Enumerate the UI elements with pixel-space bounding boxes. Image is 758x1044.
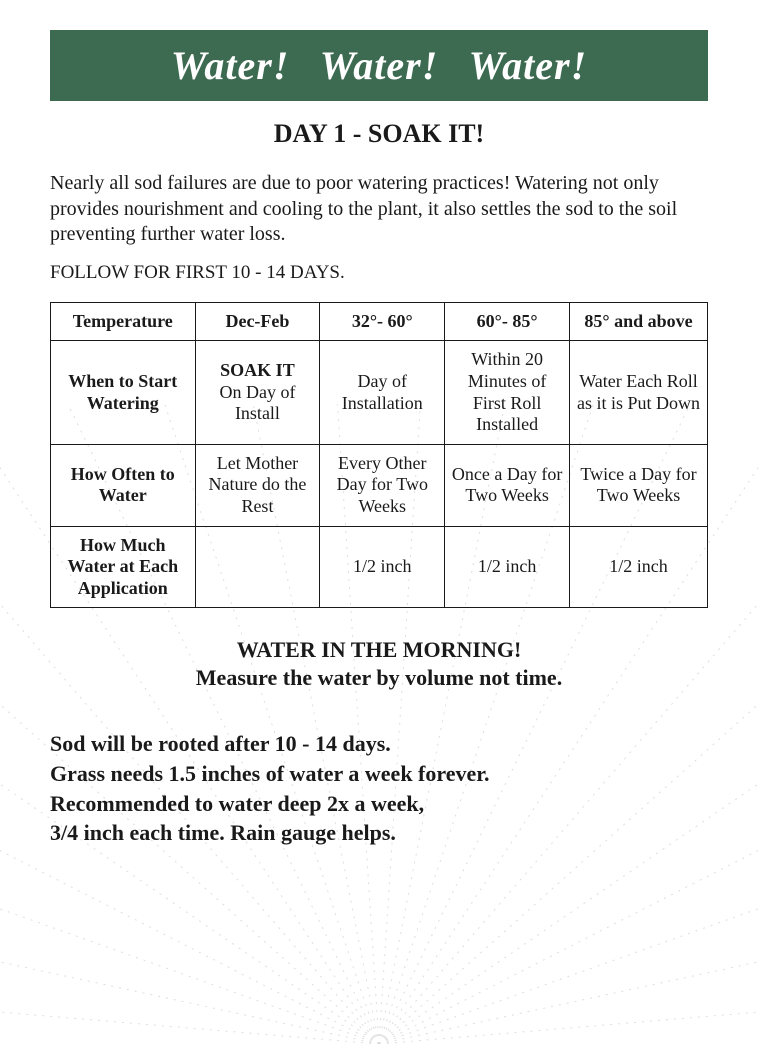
table-cell (195, 526, 320, 608)
table-row-label: How Much Water at Each Application (51, 526, 196, 608)
table-header-cell: Dec-Feb (195, 302, 320, 341)
table-cell: SOAK ITOn Day of Install (195, 341, 320, 444)
table-cell: 1/2 inch (570, 526, 708, 608)
table-cell: 1/2 inch (320, 526, 445, 608)
callout-line-2: Measure the water by volume not time. (50, 664, 708, 692)
callout-block: WATER IN THE MORNING! Measure the water … (50, 636, 708, 691)
table-cell: 1/2 inch (445, 526, 570, 608)
final-line: Grass needs 1.5 inches of water a week f… (50, 759, 708, 789)
watering-schedule-table: TemperatureDec-Feb32°- 60°60°- 85°85° an… (50, 302, 708, 609)
follow-line: FOLLOW FOR FIRST 10 - 14 DAYS. (50, 262, 708, 284)
final-line: 3/4 inch each time. Rain gauge helps. (50, 818, 708, 848)
table-cell: Every Other Day for Two Weeks (320, 444, 445, 526)
table-row-label: How Often to Water (51, 444, 196, 526)
callout-line-1: WATER IN THE MORNING! (50, 636, 708, 664)
table-row-label: When to Start Watering (51, 341, 196, 444)
title-banner: Water! Water! Water! (50, 30, 708, 101)
subtitle: DAY 1 - SOAK IT! (50, 119, 708, 149)
table-cell: Twice a Day for Two Weeks (570, 444, 708, 526)
table-header-cell: Temperature (51, 302, 196, 341)
table-cell: Day of Installation (320, 341, 445, 444)
final-line: Recommended to water deep 2x a week, (50, 789, 708, 819)
table-cell: Once a Day for Two Weeks (445, 444, 570, 526)
table-header-cell: 60°- 85° (445, 302, 570, 341)
final-line: Sod will be rooted after 10 - 14 days. (50, 729, 708, 759)
intro-paragraph: Nearly all sod failures are due to poor … (50, 171, 708, 248)
title-text: Water! Water! Water! (171, 43, 587, 88)
table-header-cell: 85° and above (570, 302, 708, 341)
table-cell: Let Mother Nature do the Rest (195, 444, 320, 526)
final-notes: Sod will be rooted after 10 - 14 days.Gr… (50, 729, 708, 848)
table-cell: Within 20 Minutes of First Roll Installe… (445, 341, 570, 444)
table-header-cell: 32°- 60° (320, 302, 445, 341)
table-cell: Water Each Roll as it is Put Down (570, 341, 708, 444)
